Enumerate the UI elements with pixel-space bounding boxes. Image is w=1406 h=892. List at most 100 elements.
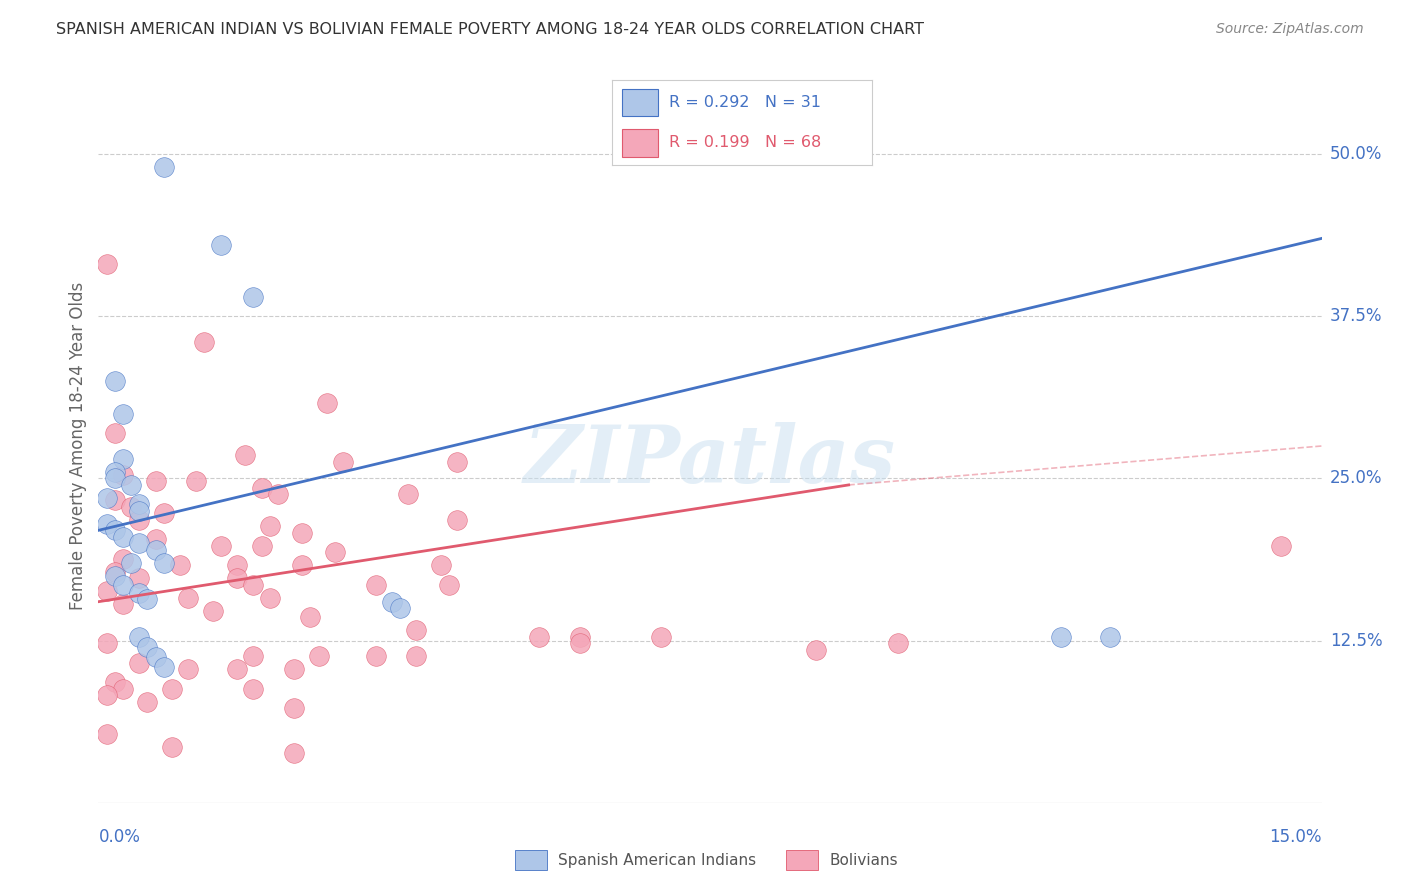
Point bbox=[152, 160, 174, 174]
Point bbox=[283, 662, 305, 676]
Point bbox=[104, 565, 127, 579]
Point bbox=[96, 584, 118, 599]
Point bbox=[104, 465, 127, 479]
Point bbox=[389, 601, 412, 615]
Point bbox=[111, 407, 134, 421]
Text: 0.0%: 0.0% bbox=[98, 828, 141, 846]
Point bbox=[886, 636, 908, 650]
Text: SPANISH AMERICAN INDIAN VS BOLIVIAN FEMALE POVERTY AMONG 18-24 YEAR OLDS CORRELA: SPANISH AMERICAN INDIAN VS BOLIVIAN FEMA… bbox=[56, 22, 924, 37]
Point bbox=[381, 595, 404, 609]
Point bbox=[283, 701, 305, 715]
Point bbox=[145, 474, 167, 488]
Point bbox=[186, 474, 208, 488]
Point bbox=[226, 558, 249, 573]
Point bbox=[332, 454, 354, 468]
Point bbox=[136, 592, 159, 607]
Point bbox=[568, 636, 591, 650]
Text: Bolivians: Bolivians bbox=[830, 854, 898, 868]
Point bbox=[527, 630, 550, 644]
Point bbox=[128, 504, 150, 518]
Point bbox=[283, 747, 305, 761]
Point bbox=[405, 624, 427, 638]
Point bbox=[242, 290, 264, 304]
Point bbox=[111, 681, 134, 696]
Point bbox=[152, 659, 174, 673]
Point bbox=[201, 604, 224, 618]
Point bbox=[128, 536, 150, 550]
Bar bbox=[621, 129, 658, 157]
Point bbox=[405, 649, 427, 664]
Point bbox=[128, 571, 150, 585]
Point bbox=[111, 452, 134, 467]
Text: R = 0.199   N = 68: R = 0.199 N = 68 bbox=[669, 136, 821, 151]
Text: 25.0%: 25.0% bbox=[1330, 469, 1382, 487]
Point bbox=[120, 556, 142, 570]
Point bbox=[152, 507, 174, 521]
Point bbox=[250, 481, 273, 495]
Point bbox=[233, 448, 256, 462]
Point bbox=[437, 578, 460, 592]
Point bbox=[111, 530, 134, 544]
Point bbox=[226, 662, 249, 676]
Point bbox=[111, 597, 134, 611]
Point bbox=[160, 681, 183, 696]
Y-axis label: Female Poverty Among 18-24 Year Olds: Female Poverty Among 18-24 Year Olds bbox=[69, 282, 87, 610]
Point bbox=[136, 695, 159, 709]
Bar bbox=[621, 89, 658, 116]
Point bbox=[128, 630, 150, 644]
Point bbox=[128, 585, 150, 599]
Point bbox=[568, 630, 591, 644]
Point bbox=[169, 558, 191, 573]
Point bbox=[96, 688, 118, 702]
Point bbox=[364, 649, 387, 664]
Point bbox=[111, 467, 134, 482]
Point bbox=[226, 571, 249, 585]
Point bbox=[104, 425, 127, 440]
Point bbox=[242, 681, 264, 696]
Point bbox=[250, 539, 273, 553]
Point bbox=[128, 513, 150, 527]
Point bbox=[323, 545, 346, 559]
Point bbox=[650, 630, 672, 644]
Point bbox=[315, 396, 337, 410]
Point bbox=[128, 656, 150, 670]
Point bbox=[160, 739, 183, 754]
Text: 37.5%: 37.5% bbox=[1330, 307, 1382, 326]
Point bbox=[104, 374, 127, 388]
Point bbox=[96, 491, 118, 505]
Text: Source: ZipAtlas.com: Source: ZipAtlas.com bbox=[1216, 22, 1364, 37]
Point bbox=[177, 591, 200, 605]
Point bbox=[104, 471, 127, 485]
Point bbox=[193, 335, 215, 350]
Point bbox=[152, 556, 174, 570]
Point bbox=[104, 675, 127, 690]
Point bbox=[145, 650, 167, 665]
Text: R = 0.292   N = 31: R = 0.292 N = 31 bbox=[669, 95, 821, 110]
Point bbox=[396, 487, 419, 501]
Point bbox=[104, 524, 127, 538]
Point bbox=[96, 257, 118, 271]
Point bbox=[120, 500, 142, 514]
Text: Spanish American Indians: Spanish American Indians bbox=[558, 854, 756, 868]
Point bbox=[145, 542, 167, 557]
Point bbox=[96, 516, 118, 531]
Point bbox=[96, 727, 118, 741]
Point bbox=[209, 238, 232, 252]
Point bbox=[364, 578, 387, 592]
Point bbox=[209, 539, 232, 553]
Point bbox=[291, 525, 314, 540]
Point bbox=[128, 497, 150, 511]
Point bbox=[242, 649, 264, 664]
Point bbox=[259, 591, 281, 605]
Point bbox=[111, 552, 134, 566]
Point bbox=[299, 610, 322, 624]
Point bbox=[242, 578, 264, 592]
Point bbox=[177, 662, 200, 676]
Point bbox=[1098, 630, 1121, 644]
Point bbox=[1270, 539, 1292, 553]
Point bbox=[430, 558, 453, 573]
Point bbox=[104, 568, 127, 582]
Point bbox=[446, 513, 468, 527]
Text: ZIPatlas: ZIPatlas bbox=[524, 422, 896, 499]
Point bbox=[120, 478, 142, 492]
